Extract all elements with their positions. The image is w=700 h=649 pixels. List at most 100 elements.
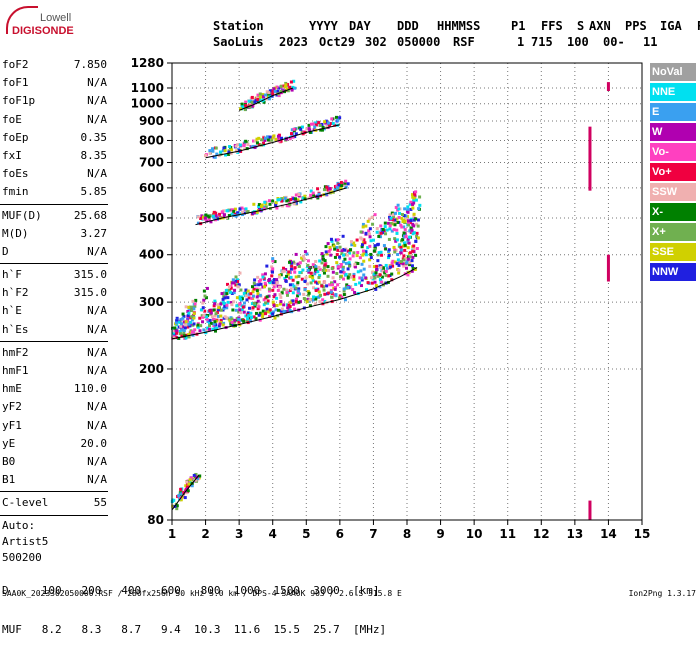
echo-dot — [186, 485, 190, 489]
echo-dot — [208, 327, 212, 331]
echo-dot — [182, 491, 186, 495]
param-group-muf: MUF(D) 25.68 M(D) 3.27 D N/A — [0, 207, 112, 262]
echo-dot — [308, 298, 312, 302]
echo-dot — [261, 273, 265, 277]
echo-dot — [275, 206, 279, 210]
echo-dot — [293, 197, 297, 201]
echo-dot — [410, 228, 414, 232]
header-value-3: 302 — [365, 35, 387, 49]
param-row: yF1 N/A — [0, 417, 112, 435]
echo-dot — [256, 293, 260, 297]
echo-dot — [272, 295, 276, 299]
echo-dot — [317, 192, 321, 196]
echo-dot — [268, 89, 272, 93]
echo-dot — [330, 117, 334, 121]
echo-dot — [188, 478, 192, 482]
echo-dot — [362, 259, 366, 263]
param-name: D — [2, 244, 9, 258]
echo-dot — [301, 268, 305, 272]
echo-dot — [322, 271, 326, 275]
echo-dot — [288, 288, 292, 292]
echo-dot — [239, 212, 243, 216]
echo-dot — [348, 264, 352, 268]
echo-dot — [268, 135, 272, 139]
echo-dot — [199, 324, 203, 328]
echo-dot — [257, 136, 261, 140]
trace-0 — [171, 190, 422, 340]
echo-dot — [244, 100, 248, 104]
echo-dot — [276, 284, 280, 288]
echo-dot — [384, 263, 388, 267]
echo-dot — [342, 287, 346, 291]
echo-dot — [348, 251, 352, 255]
echo-dot — [206, 326, 210, 330]
echo-dot — [309, 189, 313, 193]
echo-dot — [217, 314, 221, 318]
echo-dot — [213, 302, 217, 306]
echo-dot — [274, 203, 278, 207]
echo-dot — [230, 291, 234, 295]
echo-dot — [385, 228, 389, 232]
echo-dot — [390, 211, 394, 215]
echo-dot — [314, 265, 318, 269]
echo-dot — [217, 154, 221, 158]
echo-dot — [171, 326, 175, 330]
echo-dot — [312, 193, 316, 197]
echo-dot — [201, 320, 205, 324]
x-tick-label: 15 — [634, 527, 650, 541]
echo-dot — [273, 316, 277, 320]
echo-dot — [272, 278, 276, 282]
legend-item-x: X- — [650, 203, 696, 221]
param-name: C-level — [2, 496, 49, 510]
echo-dot — [227, 152, 231, 156]
echo-dot — [330, 239, 334, 243]
echo-dot — [282, 287, 286, 291]
echo-dot — [208, 324, 212, 328]
echo-dot — [352, 251, 356, 255]
echo-dot — [384, 273, 388, 277]
echo-dot — [410, 264, 414, 268]
echo-dot — [411, 267, 415, 271]
echo-dot — [340, 184, 344, 188]
echo-dot — [303, 280, 307, 284]
echo-dot — [272, 87, 276, 91]
echo-dot — [228, 288, 232, 292]
echo-dot — [415, 231, 419, 235]
echo-dot — [418, 203, 422, 207]
echo-dot — [330, 295, 334, 299]
echo-dot — [240, 297, 244, 301]
echo-dot — [341, 234, 345, 238]
echo-dot — [253, 304, 257, 308]
echo-dot — [267, 287, 271, 291]
y-tick-label: 400 — [139, 248, 164, 262]
echo-dot — [393, 237, 397, 241]
echo-dot — [190, 315, 194, 319]
echo-dot — [390, 261, 394, 265]
echo-dot — [362, 267, 366, 271]
echo-dot — [275, 85, 279, 89]
echo-dot — [408, 263, 412, 267]
echo-dot — [261, 312, 265, 316]
echo-dot — [297, 274, 301, 278]
echo-dot — [290, 128, 294, 132]
header-label-2: DAY — [349, 19, 371, 33]
echo-dot — [306, 259, 310, 263]
echo-dot — [395, 217, 399, 221]
echo-dot — [205, 286, 209, 290]
echo-dot — [280, 199, 284, 203]
echo-dot — [251, 306, 255, 310]
echo-dot — [323, 299, 327, 303]
echo-dot — [246, 289, 250, 293]
echo-dot — [272, 134, 276, 138]
echo-dot — [265, 307, 269, 311]
echo-dot — [252, 97, 256, 101]
echo-dot — [322, 127, 326, 131]
echo-dot — [294, 193, 298, 197]
echo-dot — [271, 92, 275, 96]
echo-dot — [255, 210, 259, 214]
echo-dot — [414, 239, 418, 243]
echo-dot — [347, 261, 351, 265]
echo-dot — [406, 205, 410, 209]
echo-dot — [351, 288, 355, 292]
echo-dot — [378, 232, 382, 236]
